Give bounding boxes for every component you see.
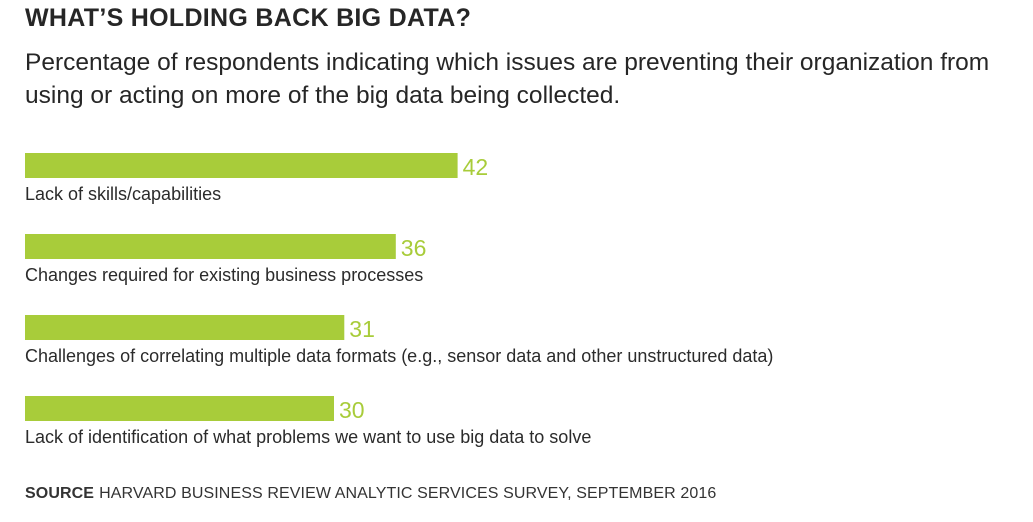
category-label-2: Changes required for existing business p… [25,265,423,285]
category-label-1: Lack of skills/capabilities [25,184,221,204]
value-label-1: 42 [463,154,489,180]
bar-3 [25,315,345,340]
category-label-4: Lack of identification of what problems … [25,427,591,447]
chart-subtitle: Percentage of respondents indicating whi… [25,49,990,109]
bar-2 [25,234,396,259]
value-label-4: 30 [339,397,365,423]
source-note: SOURCE HARVARD BUSINESS REVIEW ANALYTIC S… [25,485,716,503]
chart-title: WHAT’S HOLDING BACK BIG DATA? [25,4,472,32]
bar-chart: 42 Lack of skills/capabilities 36 Changes r… [25,153,773,447]
value-label-3: 31 [349,316,375,342]
source-label: SOURCE [25,485,95,502]
category-label-3: Challenges of correlating multiple data … [25,346,773,366]
value-label-2: 36 [401,235,427,261]
source-text: HARVARD BUSINESS REVIEW ANALYTIC SERVICE… [99,485,717,502]
bar-4 [25,396,334,421]
bar-1 [25,153,458,178]
